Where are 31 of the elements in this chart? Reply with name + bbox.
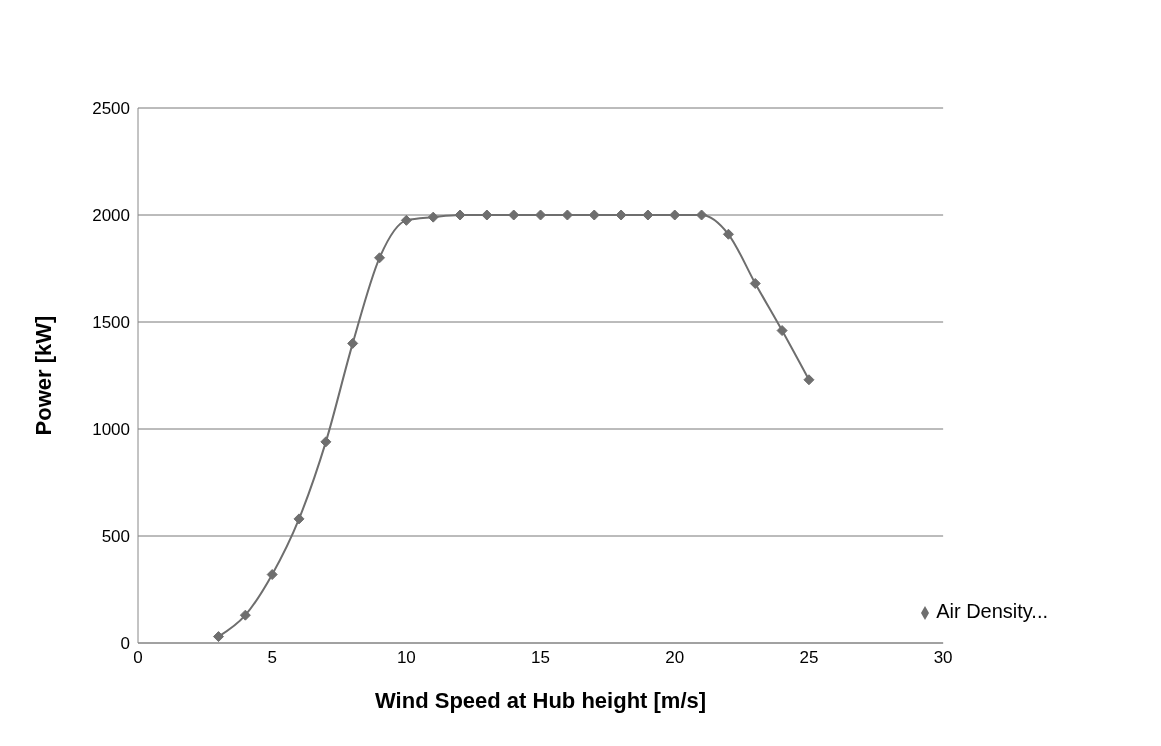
y-tick-label: 1000 <box>92 420 130 440</box>
point <box>722 228 734 240</box>
point <box>749 277 761 289</box>
point <box>320 436 332 448</box>
point <box>454 209 466 221</box>
x-tick-label: 0 <box>133 648 143 668</box>
point <box>776 325 788 337</box>
point <box>803 374 815 386</box>
point <box>213 631 225 643</box>
y-tick-label: 500 <box>101 527 130 547</box>
point <box>427 211 439 223</box>
point <box>239 609 251 621</box>
x-tick-label: 20 <box>665 648 685 668</box>
point <box>400 214 412 226</box>
legend-label: Air Density... <box>936 600 1048 622</box>
x-tick-label: 10 <box>396 648 416 668</box>
x-tick-label: 30 <box>933 648 953 668</box>
y-tick-label: 2500 <box>92 99 130 119</box>
point <box>374 252 386 264</box>
x-tick-label: 5 <box>267 648 277 668</box>
point <box>696 209 708 221</box>
x-tick-label: 15 <box>531 648 551 668</box>
x-tick-label: 25 <box>799 648 819 668</box>
point <box>266 569 278 581</box>
y-tick-label: 1500 <box>92 313 130 333</box>
x-axis-title: Wind Speed at Hub height [m/s] <box>375 688 707 713</box>
point <box>293 513 305 525</box>
y-tick-label: 2000 <box>92 206 130 226</box>
y-axis-title: Power [kW] <box>30 315 56 436</box>
point <box>347 337 359 349</box>
y-tick-label: 0 <box>120 634 130 654</box>
